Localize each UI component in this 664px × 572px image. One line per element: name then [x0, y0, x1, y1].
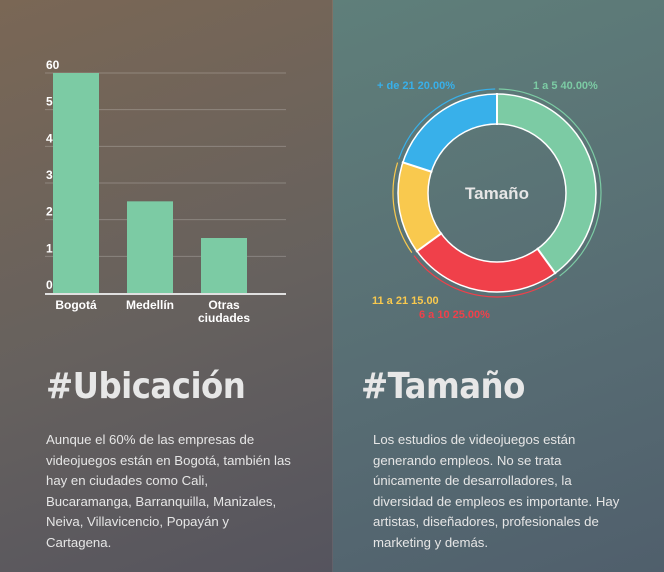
- slice-separator: [415, 232, 443, 253]
- slice-label: + de 21 20.00%: [377, 80, 455, 92]
- tamano-text: Los estudios de videojuegos están genera…: [373, 432, 620, 550]
- donut-center-label: Tamaño: [465, 184, 529, 203]
- y-tick-label: 0: [46, 278, 53, 292]
- bar: [53, 73, 99, 293]
- slice-label-bracket: [413, 255, 557, 298]
- slice-label: 1 a 5 40.00%: [533, 80, 598, 92]
- slice-label-bracket: [498, 88, 602, 277]
- bar: [201, 238, 247, 293]
- slice-separator: [401, 161, 433, 173]
- donut-inner-rim: [427, 123, 567, 263]
- slice-label: 11 a 21 15.00: [372, 295, 439, 307]
- ubicacion-title: #Ubicación: [46, 366, 246, 407]
- y-tick-label: 60: [46, 58, 60, 72]
- donut-slice: [416, 233, 556, 292]
- donut-slice: [398, 162, 442, 252]
- donut-slice: [402, 94, 498, 173]
- donut-slice: [496, 94, 596, 274]
- x-tick-label: Otras: [208, 298, 240, 312]
- panel-divider: [332, 0, 333, 572]
- x-tick-label: Medellín: [126, 298, 174, 312]
- donut-outer-rim: [397, 93, 597, 293]
- ubicacion-text: Aunque el 60% de las empresas de videoju…: [46, 432, 291, 550]
- slice-label-bracket: [392, 162, 413, 253]
- x-tick-label: Bogotá: [55, 298, 97, 312]
- bar: [127, 201, 173, 293]
- x-tick-label: ciudades: [198, 311, 250, 325]
- donut-chart: Tamaño 1 a 5 40.00% 6 a 10 25.00% 11 a 21 1…: [372, 80, 602, 321]
- slice-label: 6 a 10 25.00%: [419, 309, 490, 321]
- tamano-title: #Tamaño: [361, 366, 525, 407]
- slice-label-bracket: [398, 88, 496, 160]
- slice-separator: [536, 247, 557, 275]
